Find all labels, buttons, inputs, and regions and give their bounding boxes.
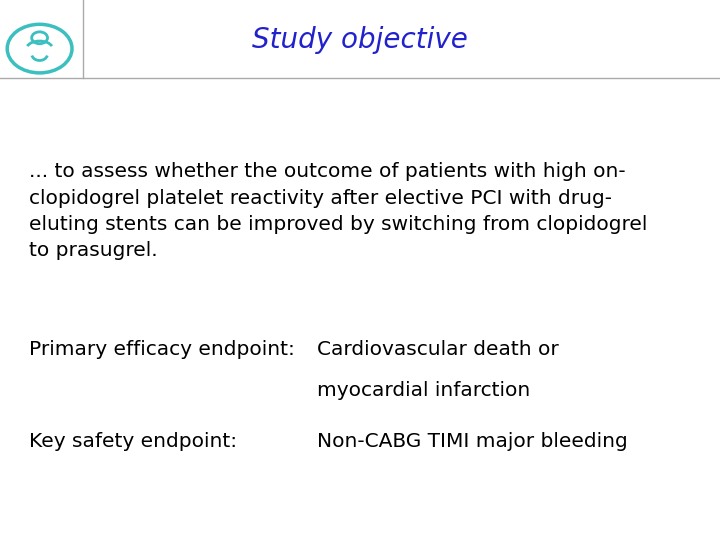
Text: myocardial infarction: myocardial infarction (317, 381, 530, 400)
Text: Study objective: Study objective (252, 26, 468, 55)
Text: Cardiovascular death or: Cardiovascular death or (317, 340, 559, 359)
Text: Non-CABG TIMI major bleeding: Non-CABG TIMI major bleeding (317, 432, 628, 451)
Text: ... to assess whether the outcome of patients with high on-
clopidogrel platelet: ... to assess whether the outcome of pat… (29, 162, 647, 260)
Text: Key safety endpoint:: Key safety endpoint: (29, 432, 237, 451)
Text: Primary efficacy endpoint:: Primary efficacy endpoint: (29, 340, 294, 359)
